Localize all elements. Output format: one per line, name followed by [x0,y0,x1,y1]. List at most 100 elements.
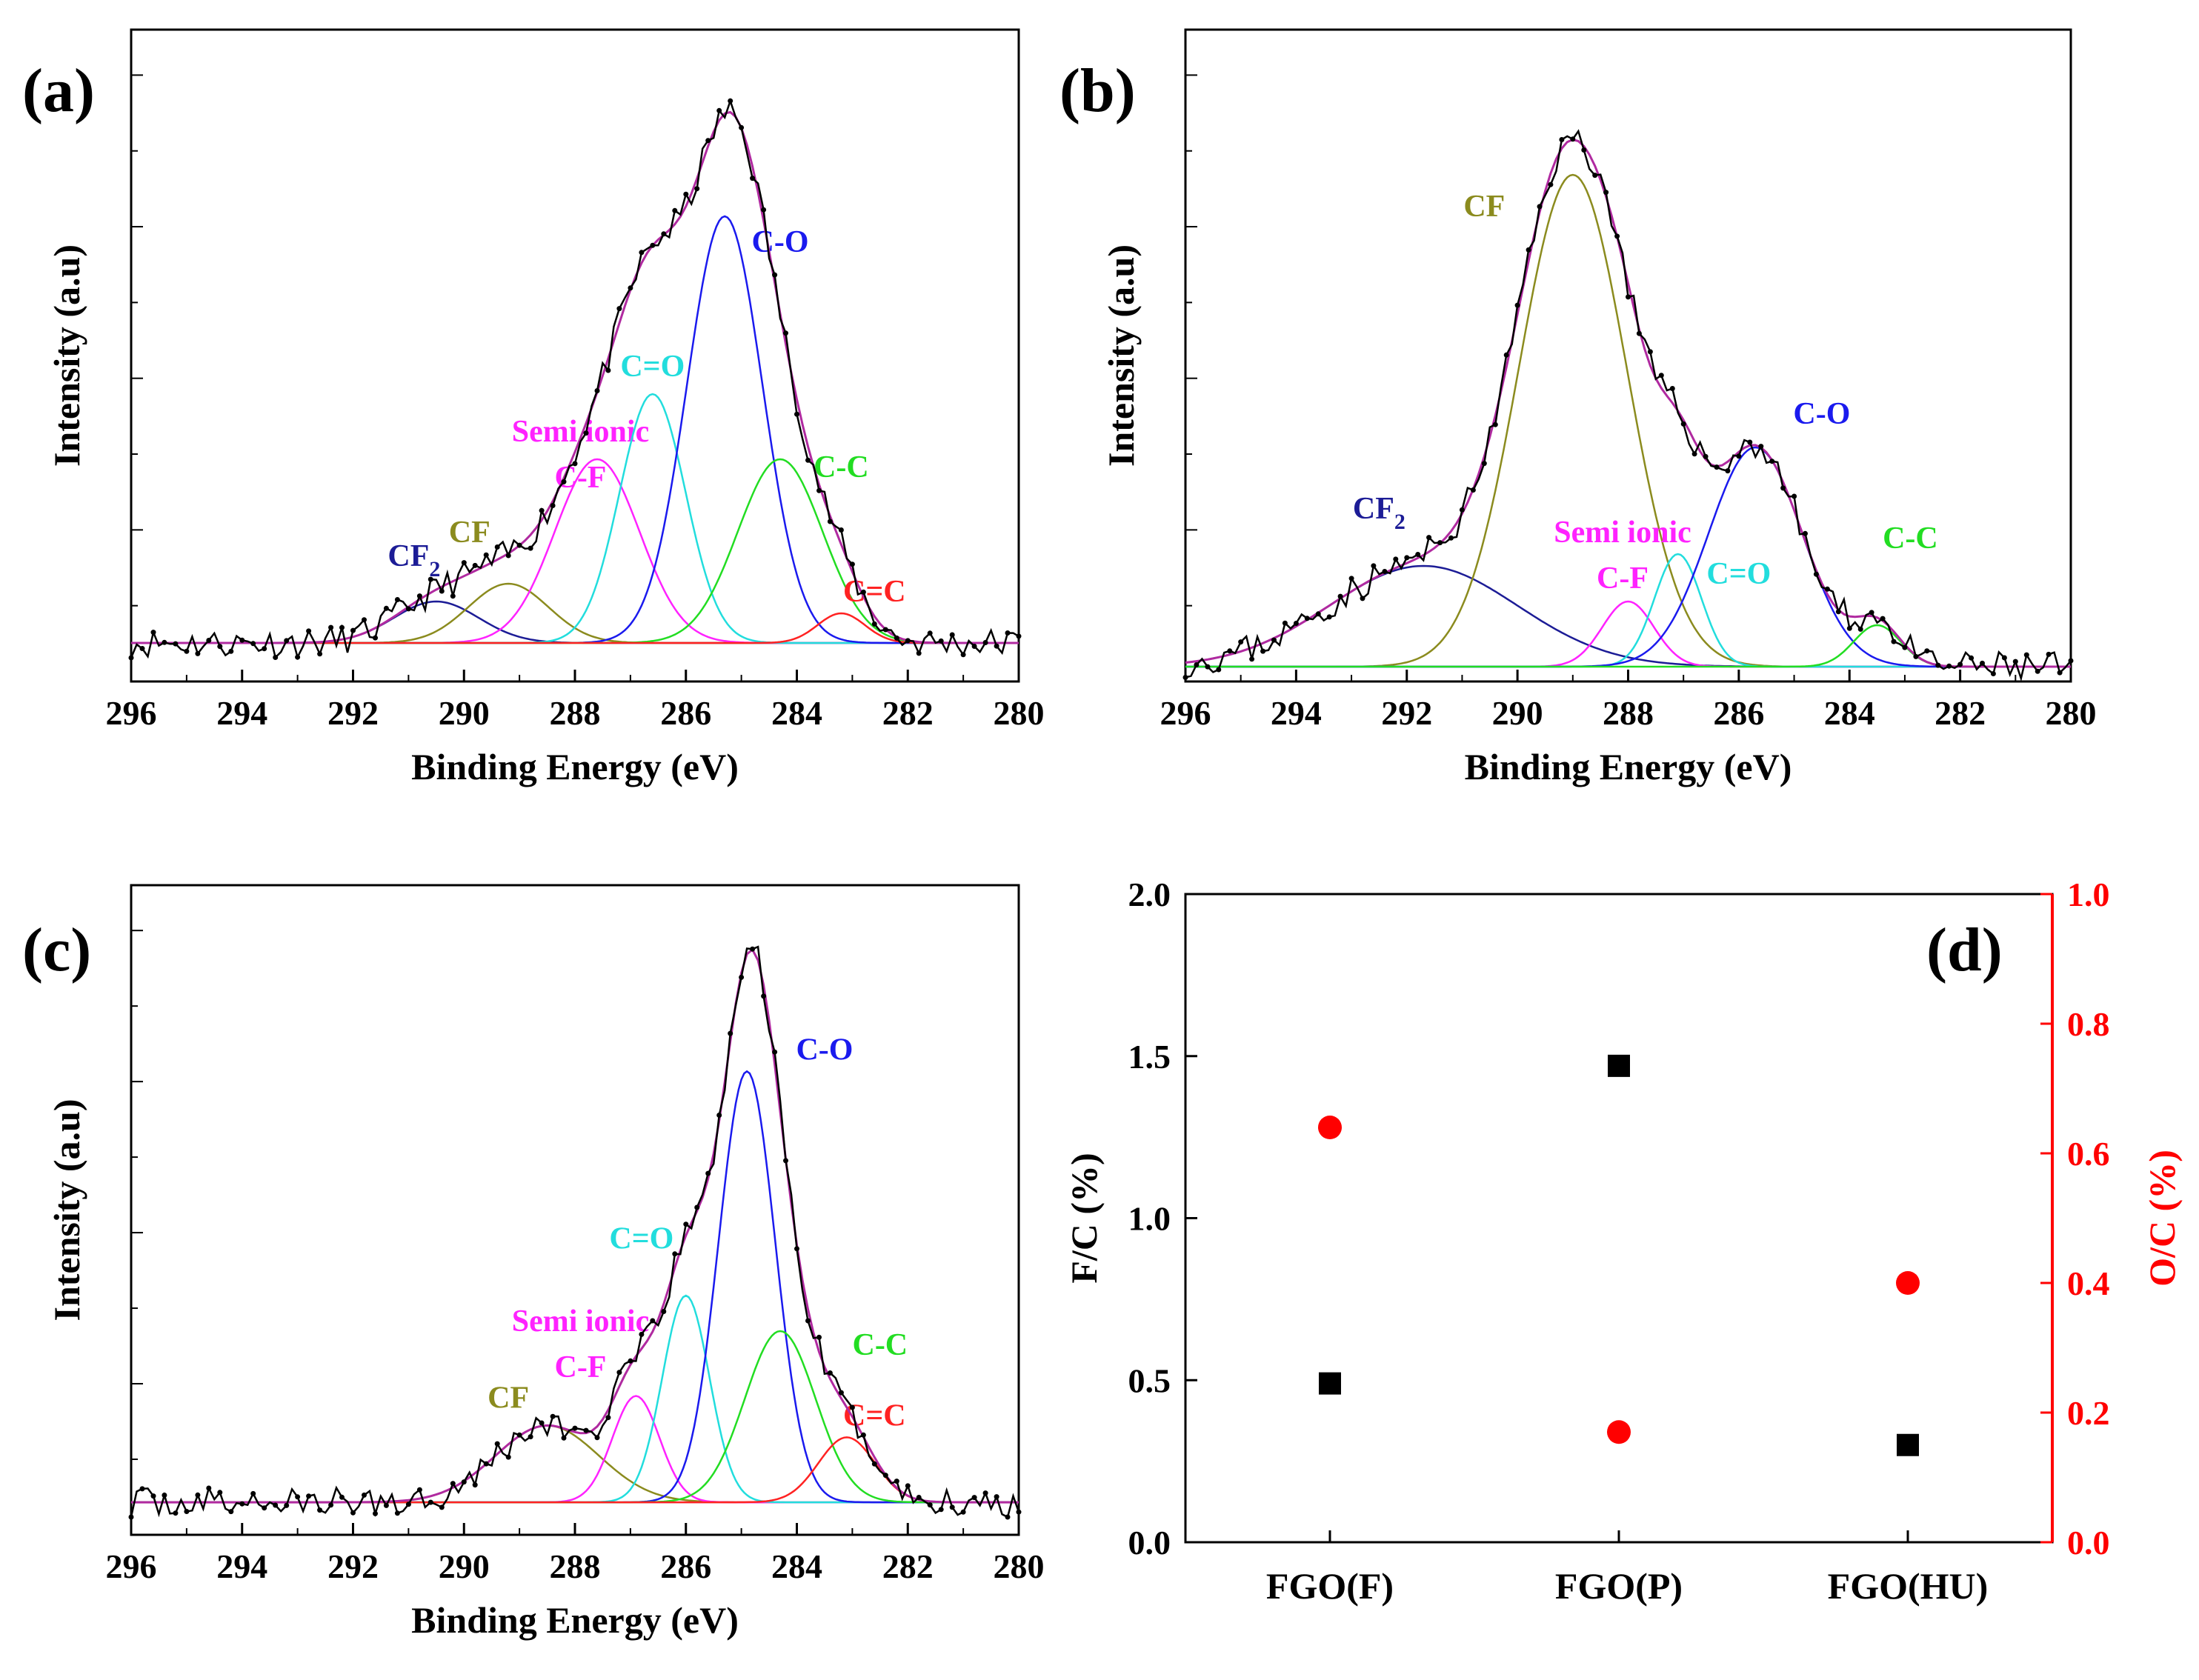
raw-data-point [628,285,633,291]
y-axis-title: Intensity (a.u) [1100,244,1142,467]
raw-data-point [1703,453,1709,459]
raw-data-point [184,648,190,654]
raw-data-point [728,1030,733,1036]
raw-data-point [273,655,279,660]
raw-data-point [306,628,312,634]
oc-marker [1318,1116,1342,1139]
raw-data-point [672,207,678,213]
raw-data-point [1980,660,1985,666]
raw-data-point [1924,648,1930,654]
raw-data-point [1182,675,1188,680]
raw-data-point [905,638,911,644]
raw-data-point [206,638,212,643]
raw-data-point [250,641,256,647]
raw-data-point [362,1492,367,1498]
raw-data-point [728,98,733,104]
raw-data-point [1448,535,1454,541]
raw-data-point [494,544,500,550]
peak-label: CF [1463,190,1505,224]
raw-data-point [2023,652,2029,658]
fc-marker [1608,1054,1630,1077]
raw-data-point [128,1514,134,1520]
raw-data-point [2035,668,2040,674]
raw-data-point [539,1420,545,1426]
raw-data-point [639,250,645,256]
peak-label: C-C [1883,521,1938,556]
raw-data-point [1792,493,1797,499]
raw-data-point [2057,670,2063,676]
raw-data-point [1603,190,1609,196]
raw-data-point [1238,639,1244,645]
raw-data-point [694,1204,700,1210]
raw-data-point [827,1370,833,1376]
raw-data-point [1869,610,1874,616]
peak-label: C-O [1793,397,1850,431]
raw-data-point [1626,294,1631,300]
raw-data-point [284,638,290,644]
raw-data-point [1747,439,1753,445]
x-tick-label: 294 [216,1547,267,1585]
raw-data-point [350,627,356,633]
y-left-tick-label: 1.5 [1128,1038,1171,1076]
raw-data-point [1426,535,1432,541]
raw-data-point [1636,330,1642,336]
y-right-tick-label: 1.0 [2067,876,2110,913]
ratio-panel: 0.0 0.5 1.0 1.5 2.0 0.0 0.2 0.4 0.6 0.8 1.0 FGO(F) F… [1063,876,2183,1607]
plot-frame [1184,893,2054,1544]
y-right-tick-label: 0.8 [2067,1005,2110,1043]
raw-data-point [772,1049,778,1055]
raw-data-point [583,1427,589,1433]
x-axis-title: Binding Energy (eV) [411,1599,739,1641]
oc-marker [1607,1420,1631,1444]
raw-data-point [1614,233,1620,239]
raw-data-point [362,617,367,623]
raw-data-point [2068,658,2074,664]
raw-data-point [1680,421,1686,427]
raw-data-point [1459,507,1465,513]
x-axis-title: Binding Energy (eV) [1465,746,1792,787]
raw-data-point [1780,485,1786,491]
raw-data-point [772,272,778,278]
peak-label: C=O [620,350,685,384]
raw-data-point [394,1510,400,1516]
raw-data-point [1669,386,1675,391]
x-tick-label: 292 [327,694,379,732]
raw-data-point [750,946,756,952]
y-right-axis-title: O/C (%) [2141,1150,2183,1287]
raw-data-point [472,1482,478,1488]
raw-data-point [1293,621,1299,626]
raw-data-point [1846,625,1852,631]
raw-data-point [949,632,955,638]
raw-data-point [905,1483,911,1489]
raw-data-point [328,1502,334,1508]
raw-data-point [1935,662,1941,668]
raw-data-point [561,479,567,484]
raw-data-point [516,542,522,548]
raw-data-point [1227,648,1233,654]
raw-data-point [162,639,167,645]
raw-data-point [295,1494,301,1500]
x-tick-label: 288 [550,694,601,732]
raw-data-point [783,1158,788,1164]
raw-data-point [860,589,866,595]
peak-cf [131,1424,1017,1504]
peak-label: C-O [752,225,809,259]
raw-data-point [139,1486,145,1492]
raw-data-point [849,561,855,567]
peak-label: CF [488,1381,529,1416]
raw-data-point [594,388,600,393]
raw-data-point [871,621,877,627]
raw-data-point [739,974,745,980]
y-axis-title: Intensity (a.u) [46,244,87,467]
raw-data-point [705,138,711,144]
raw-data-point [173,641,179,647]
raw-data-point [1360,596,1365,601]
raw-data-point [1725,468,1731,474]
raw-data-point [1769,459,1775,464]
raw-data-point [1005,630,1011,636]
raw-data-point [882,627,888,633]
raw-data-point [982,640,988,645]
y-left-axis-title: F/C (%) [1063,1153,1105,1283]
raw-data-point [405,606,411,612]
raw-data-point [1880,616,1886,621]
